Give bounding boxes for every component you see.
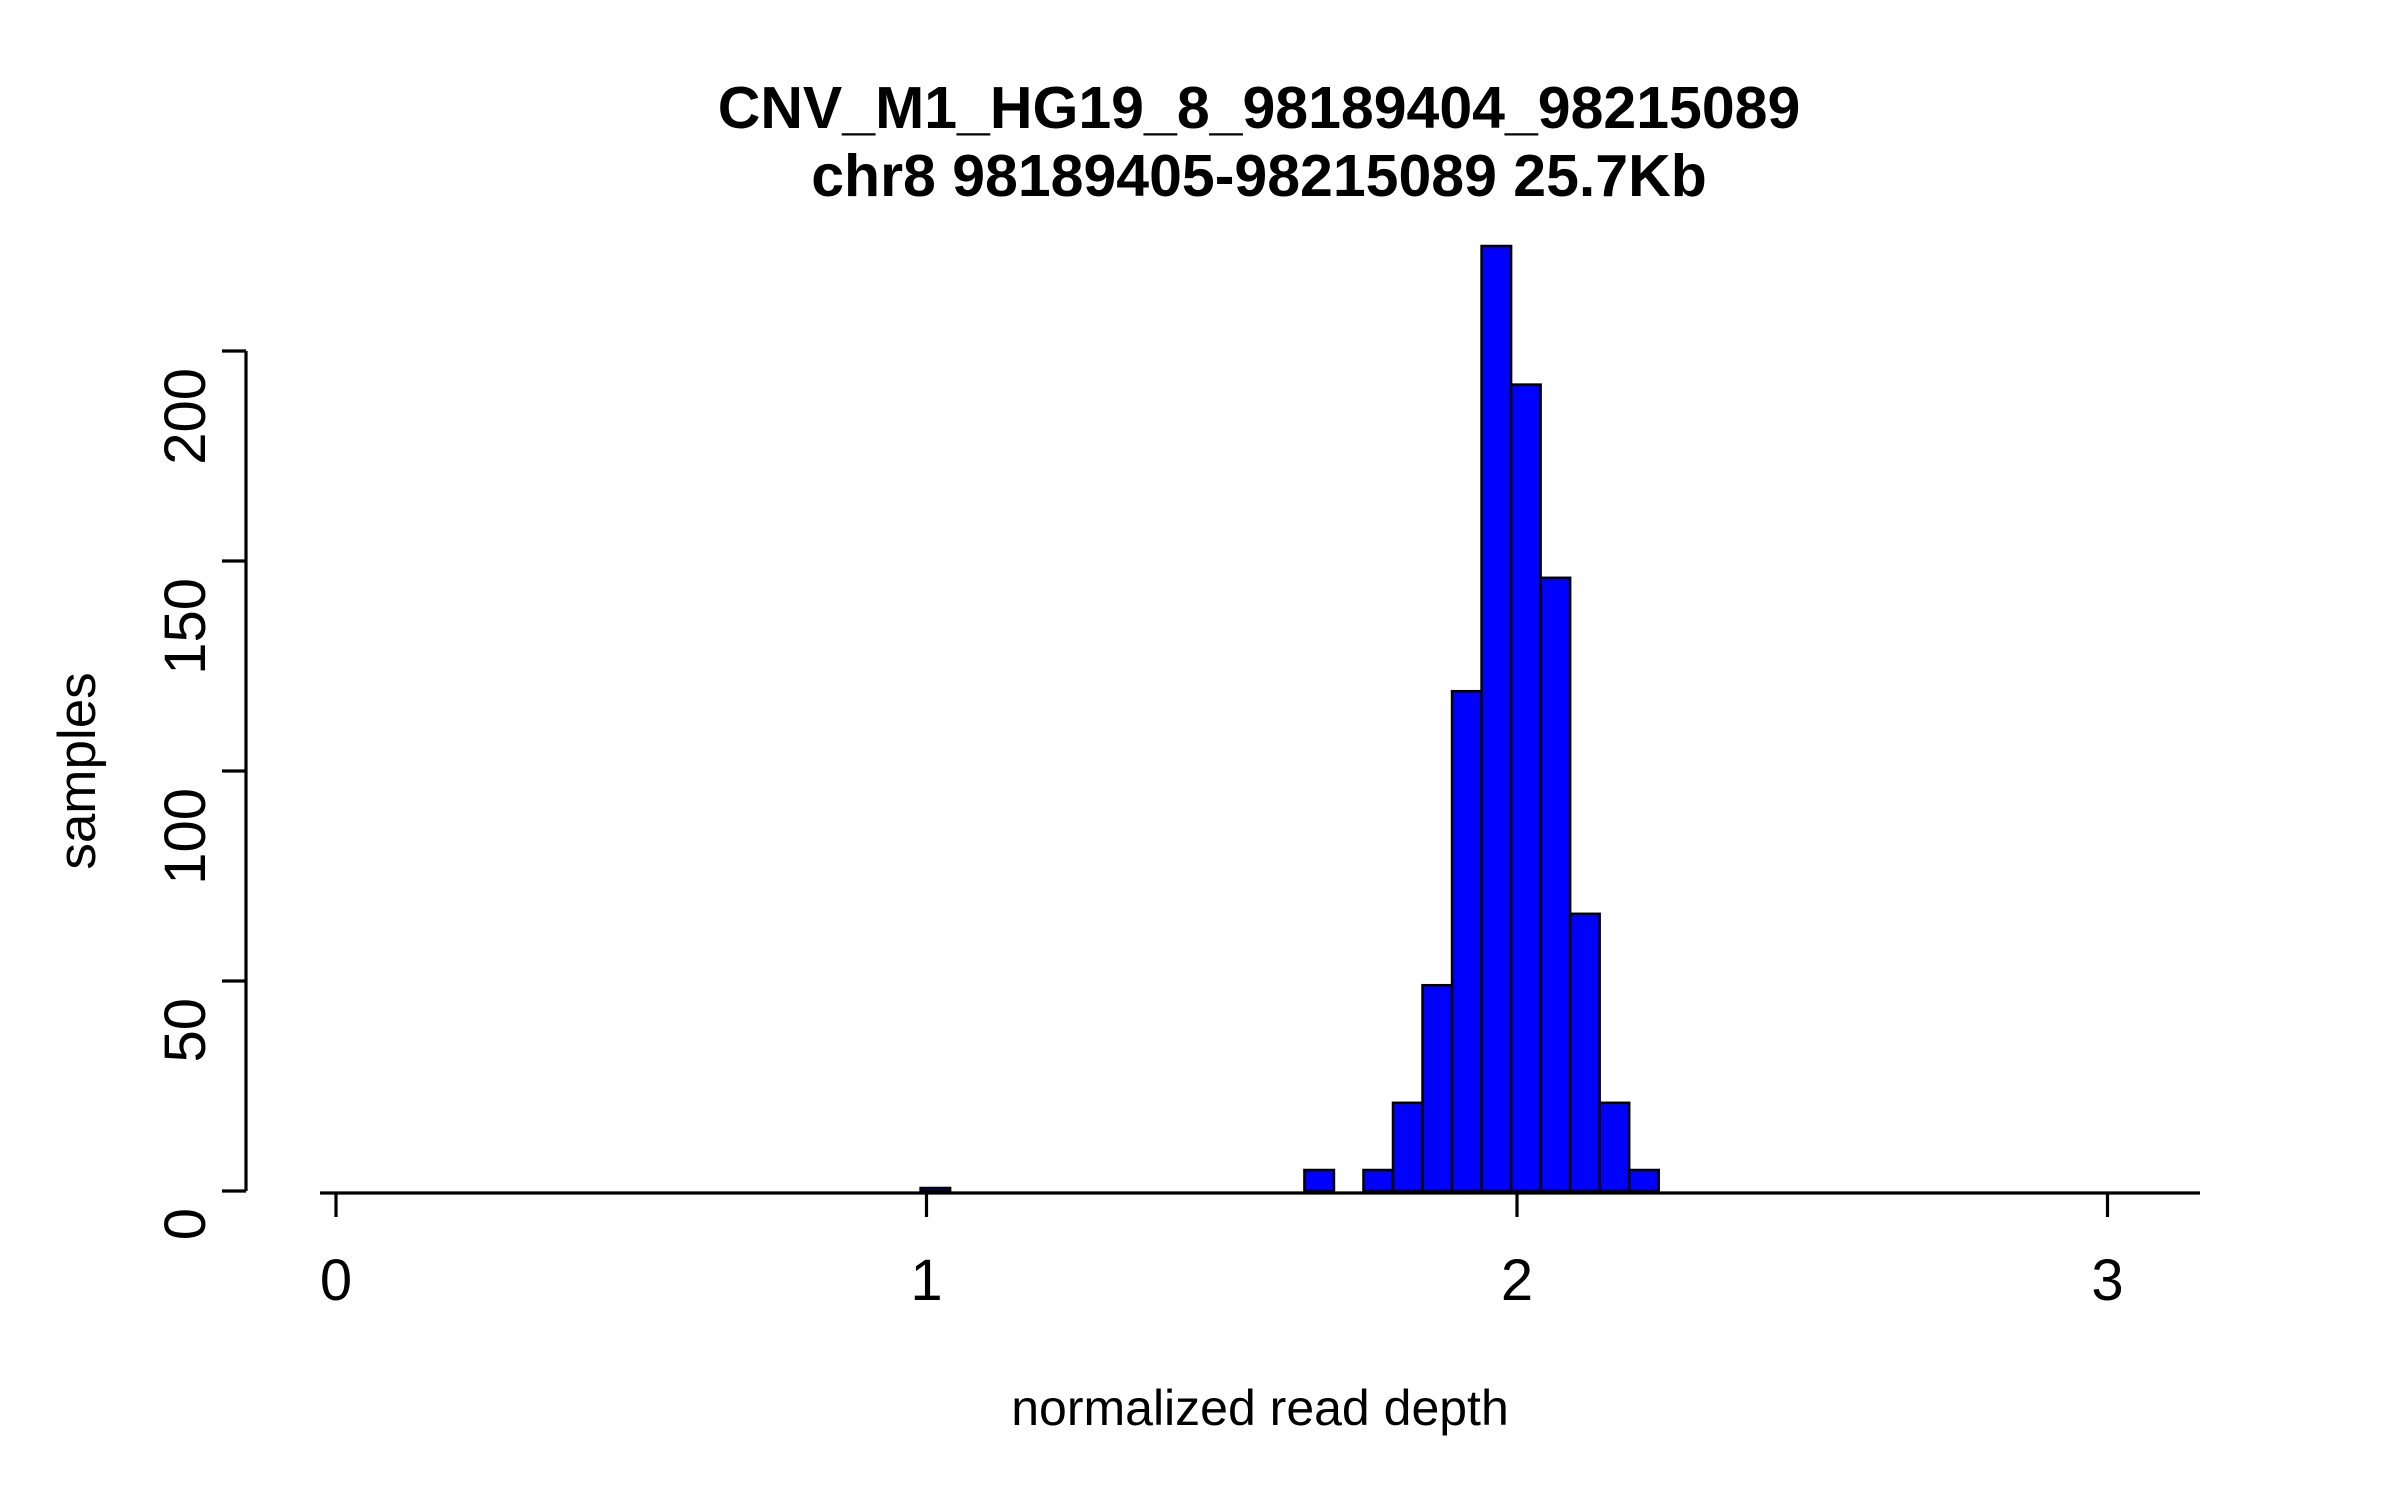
- svg-text:CNV_M1_HG19_8_98189404_9821508: CNV_M1_HG19_8_98189404_98215089: [718, 75, 1801, 141]
- svg-text:chr8 98189405-98215089 25.7Kb: chr8 98189405-98215089 25.7Kb: [811, 143, 1707, 209]
- svg-text:0: 0: [320, 1248, 352, 1313]
- svg-text:150: 150: [153, 578, 218, 675]
- svg-text:1: 1: [910, 1248, 942, 1313]
- svg-text:0: 0: [153, 1208, 218, 1240]
- svg-text:200: 200: [153, 368, 218, 465]
- svg-text:3: 3: [2091, 1248, 2123, 1313]
- svg-text:2: 2: [1501, 1248, 1533, 1313]
- svg-text:samples: samples: [48, 672, 107, 869]
- svg-text:normalized read depth: normalized read depth: [1011, 1380, 1509, 1436]
- svg-text:100: 100: [153, 788, 218, 885]
- svg-text:50: 50: [153, 998, 218, 1063]
